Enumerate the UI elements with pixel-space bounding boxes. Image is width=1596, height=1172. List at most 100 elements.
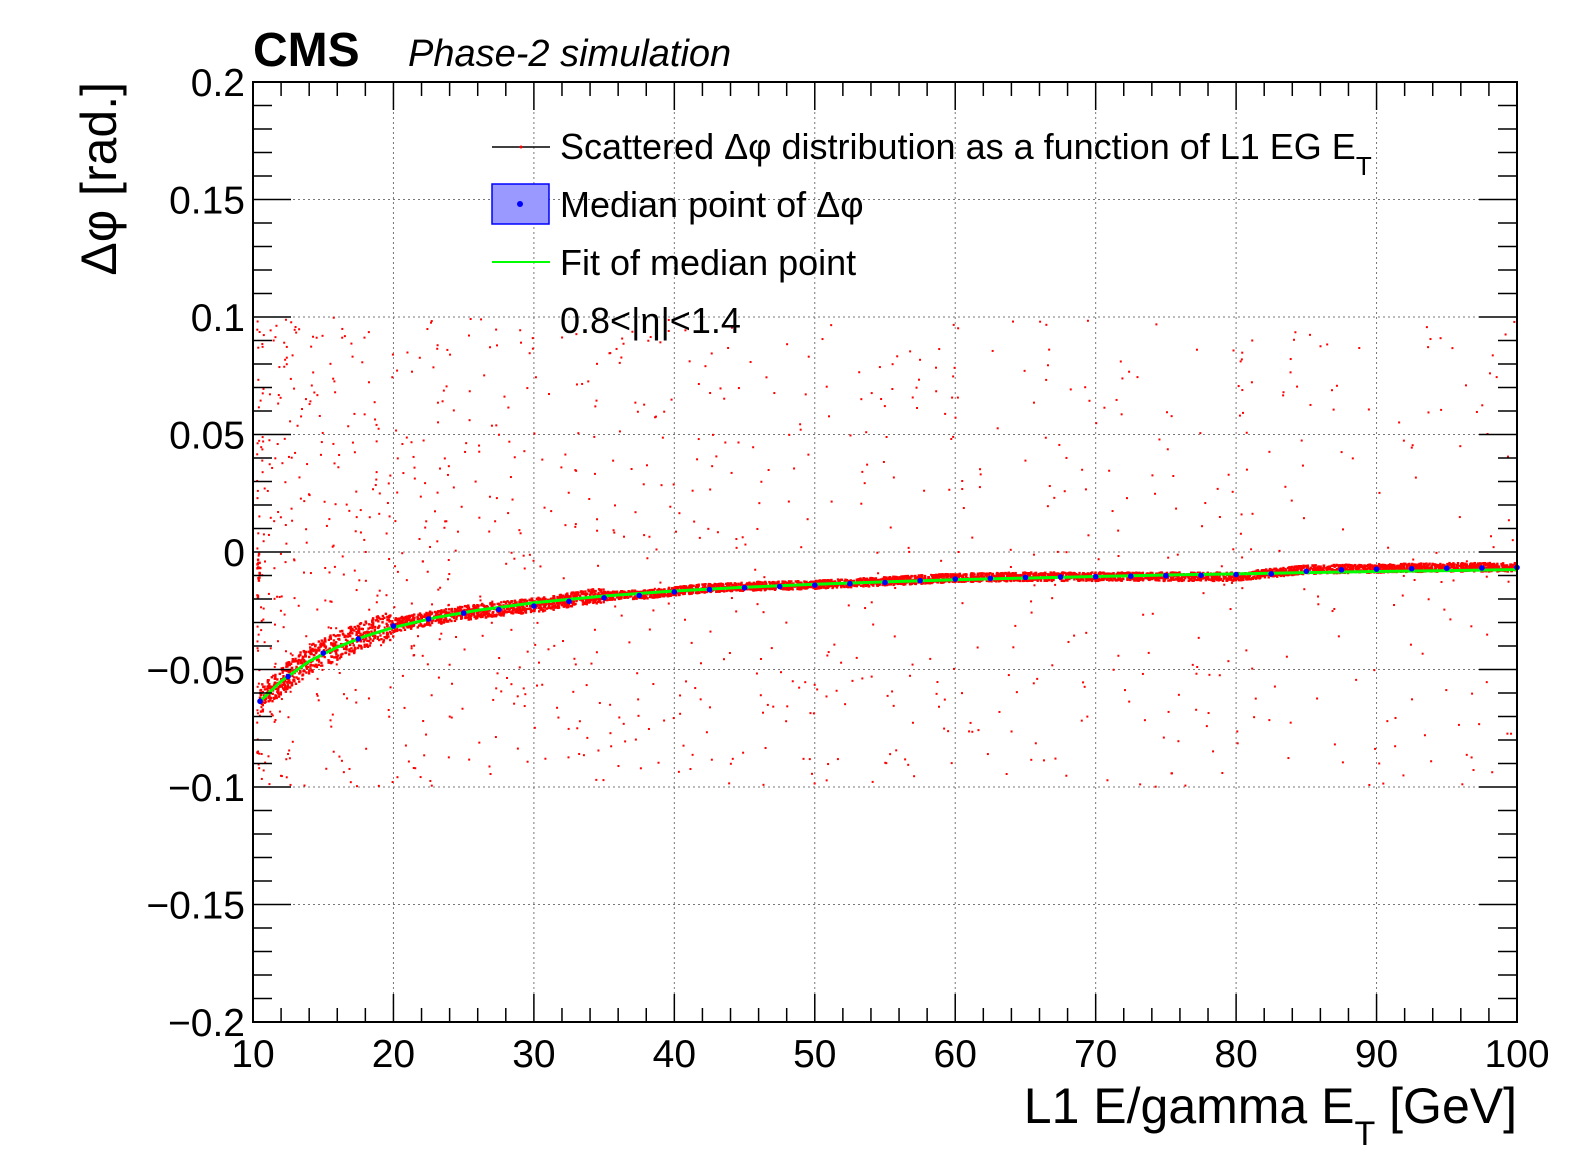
scatter-point (1079, 579, 1082, 582)
scatter-point (1463, 564, 1466, 567)
scatter-point (323, 637, 327, 640)
scatter-point (1493, 564, 1497, 567)
scatter-point (703, 584, 706, 587)
scatter-point (452, 615, 455, 618)
scatter-point (757, 581, 760, 585)
scatter-point (631, 589, 634, 592)
scatter-point (973, 573, 976, 576)
scatter-point (1007, 573, 1011, 577)
scatter-point (393, 630, 396, 633)
scatter-point (334, 651, 338, 654)
scatter-point (707, 585, 710, 588)
scatter-point (908, 577, 911, 581)
scatter-point (488, 609, 491, 612)
scatter-point (1293, 565, 1296, 568)
scatter-point (550, 607, 553, 610)
scatter-point (409, 619, 413, 622)
scatter-point (1408, 564, 1411, 568)
scatter-point (1004, 572, 1007, 575)
scatter-point (373, 625, 377, 629)
scatter-point (667, 587, 670, 590)
scatter-point (557, 606, 561, 609)
scatter-point (261, 708, 265, 711)
scatter-point (688, 587, 692, 590)
scatter-point (330, 655, 334, 659)
scatter-point (391, 620, 394, 623)
scatter-point (1151, 577, 1154, 580)
scatter-point (259, 693, 263, 696)
scatter-point (291, 657, 295, 661)
scatter-point (547, 604, 551, 607)
scatter-point (825, 580, 829, 584)
scatter-point (469, 618, 473, 621)
scatter-point (518, 606, 521, 609)
scatter-point (269, 696, 273, 700)
scatter-point (855, 578, 859, 581)
scatter-point (306, 665, 310, 669)
scatter-point (376, 618, 379, 621)
scatter-point (1041, 572, 1044, 575)
scatter-point (357, 627, 361, 631)
scatter-point (428, 615, 431, 618)
scatter-point (865, 577, 868, 581)
scatter-point (1345, 563, 1348, 566)
scatter-point (1154, 575, 1157, 579)
scatter-point (978, 572, 982, 575)
scatter-point (527, 607, 531, 610)
scatter-point (1354, 563, 1357, 567)
scatter-point (371, 626, 374, 630)
scatter-point (1158, 571, 1161, 575)
scatter-point (1513, 563, 1516, 566)
scatter-point (339, 630, 342, 633)
scatter-point (926, 581, 930, 585)
scatter-point (804, 581, 807, 585)
scatter-point (517, 611, 521, 614)
scatter-point (491, 614, 494, 617)
scatter-point (519, 611, 523, 615)
scatter-point (1027, 574, 1031, 577)
scatter-point (467, 604, 470, 607)
scatter-point (280, 685, 284, 688)
scatter-point (1016, 579, 1019, 582)
scatter-point (275, 696, 278, 700)
scatter-point (484, 613, 488, 616)
scatter-point (613, 598, 616, 601)
scatter-point (1127, 576, 1130, 580)
scatter-point (322, 641, 325, 644)
scatter-point (361, 627, 365, 631)
scatter-point (1089, 578, 1092, 581)
scatter-point (917, 576, 920, 579)
scatter-point (563, 602, 566, 605)
scatter-point (1302, 566, 1305, 569)
scatter-point (319, 645, 323, 648)
scatter-point (509, 602, 512, 605)
scatter-point (1513, 561, 1517, 565)
scatter-point (1282, 574, 1286, 578)
scatter-point (1492, 562, 1496, 566)
scatter-point (734, 582, 738, 586)
scatter-point (799, 587, 803, 591)
scatter-point (935, 573, 938, 577)
scatter-point (796, 585, 799, 588)
scatter-point (1270, 568, 1274, 572)
scatter-point (427, 621, 431, 625)
scatter-point (352, 644, 355, 647)
scatter-point (1351, 565, 1354, 568)
scatter-point (883, 577, 886, 581)
scatter-point (571, 603, 575, 606)
scatter-point (367, 639, 371, 643)
scatter-point (266, 687, 269, 691)
scatter-point (257, 579, 261, 582)
scatter-point (502, 611, 505, 614)
scatter-point (286, 669, 290, 673)
scatter-point (874, 577, 878, 580)
scatter-point (524, 609, 527, 612)
scatter-point (869, 578, 873, 582)
scatter-point (350, 650, 353, 653)
scatter-point (1404, 562, 1407, 566)
scatter-point (1338, 564, 1341, 567)
scatter-point (486, 609, 489, 613)
scatter-point (881, 583, 884, 587)
scatter-point (1031, 579, 1034, 582)
scatter-point (697, 583, 700, 586)
